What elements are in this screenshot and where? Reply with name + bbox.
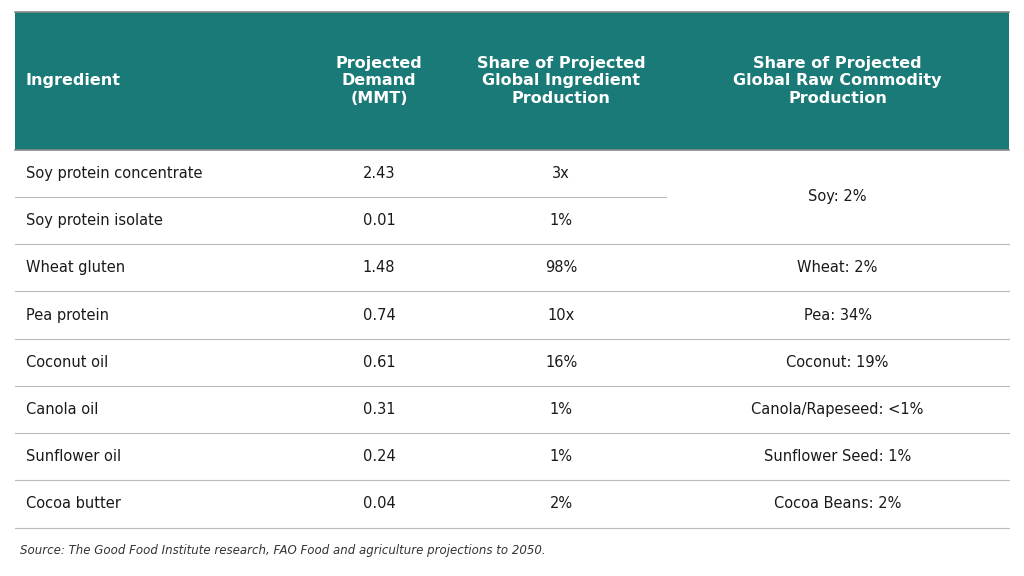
Text: 0.24: 0.24 [362, 449, 395, 464]
Text: Soy protein concentrate: Soy protein concentrate [26, 166, 202, 181]
Text: 10x: 10x [548, 308, 574, 323]
Text: 16%: 16% [545, 355, 578, 370]
Text: Canola/Rapeseed: <1%: Canola/Rapeseed: <1% [752, 402, 924, 417]
Text: Ingredient: Ingredient [26, 73, 121, 88]
Text: 0.04: 0.04 [362, 497, 395, 511]
Bar [15, 150, 1009, 528]
Text: Soy protein isolate: Soy protein isolate [26, 213, 163, 228]
Text: Coconut oil: Coconut oil [26, 355, 108, 370]
Text: Sunflower oil: Sunflower oil [26, 449, 121, 464]
Text: Soy: 2%: Soy: 2% [808, 190, 867, 204]
Text: Sunflower Seed: 1%: Sunflower Seed: 1% [764, 449, 911, 464]
Bar [15, 12, 1009, 150]
Text: 3x: 3x [552, 166, 570, 181]
Text: 0.31: 0.31 [362, 402, 395, 417]
Text: 2.43: 2.43 [362, 166, 395, 181]
Text: 0.61: 0.61 [362, 355, 395, 370]
Text: 1.48: 1.48 [362, 260, 395, 275]
Text: Source: The Good Food Institute research, FAO Food and agriculture projections t: Source: The Good Food Institute research… [20, 544, 546, 558]
Text: 1%: 1% [550, 402, 572, 417]
Text: 0.74: 0.74 [362, 308, 395, 323]
Text: Canola oil: Canola oil [26, 402, 98, 417]
Text: 1%: 1% [550, 213, 572, 228]
Text: Share of Projected
Global Raw Commodity
Production: Share of Projected Global Raw Commodity … [733, 56, 942, 105]
Text: Coconut: 19%: Coconut: 19% [786, 355, 889, 370]
Text: Cocoa butter: Cocoa butter [26, 497, 121, 511]
Text: 2%: 2% [550, 497, 572, 511]
Text: 0.01: 0.01 [362, 213, 395, 228]
Text: Pea protein: Pea protein [26, 308, 109, 323]
Text: Projected
Demand
(MMT): Projected Demand (MMT) [336, 56, 422, 105]
Text: 1%: 1% [550, 449, 572, 464]
Text: 98%: 98% [545, 260, 578, 275]
Text: Wheat: 2%: Wheat: 2% [798, 260, 878, 275]
Text: Share of Projected
Global Ingredient
Production: Share of Projected Global Ingredient Pro… [477, 56, 645, 105]
Text: Wheat gluten: Wheat gluten [26, 260, 125, 275]
Text: Pea: 34%: Pea: 34% [804, 308, 871, 323]
Text: Cocoa Beans: 2%: Cocoa Beans: 2% [774, 497, 901, 511]
